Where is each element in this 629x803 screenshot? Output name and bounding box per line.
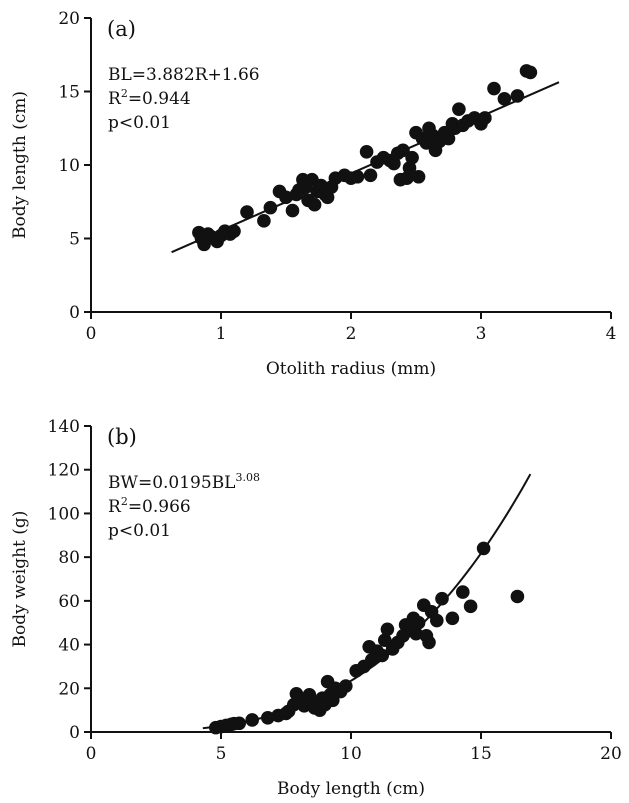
- r-squared-label: R2=0.966: [108, 495, 191, 517]
- x-tick-label: 15: [470, 744, 492, 764]
- data-point: [510, 89, 525, 103]
- x-tick-label: 4: [606, 324, 617, 344]
- data-point: [261, 710, 275, 725]
- y-tick-label: 60: [58, 592, 80, 612]
- x-tick-label: 20: [600, 744, 622, 764]
- data-point: [363, 168, 378, 183]
- y-tick-label: 80: [58, 548, 80, 568]
- y-tick-label: 0: [69, 303, 80, 323]
- fit-line: [171, 81, 560, 254]
- x-tick-label: 10: [340, 744, 362, 764]
- y-axis-label: Body weight (g): [10, 511, 30, 648]
- r-squared-symbol: R: [108, 89, 122, 109]
- panel-a: 0 1 2 3 4 0 5 10 15 20 Otolith radius (mm) Body len…: [10, 9, 616, 379]
- equation-label: BW=0.0195BL3.08: [108, 471, 260, 493]
- data-point: [232, 716, 246, 731]
- data-point: [227, 224, 241, 238]
- y-tick-label: 20: [58, 9, 80, 29]
- data-point: [245, 713, 259, 727]
- data-point: [350, 169, 365, 184]
- data-point: [402, 161, 417, 175]
- x-tick-label: 1: [216, 324, 227, 344]
- data-point: [445, 611, 460, 626]
- data-point: [409, 626, 423, 641]
- data-point: [411, 169, 426, 184]
- data-point: [387, 156, 401, 171]
- y-tick-label: 0: [69, 723, 80, 743]
- r-squared-value: =0.966: [128, 497, 191, 517]
- data-point: [441, 131, 456, 146]
- data-point: [307, 197, 322, 212]
- x-tick-label: 5: [216, 744, 227, 764]
- data-point: [405, 150, 419, 165]
- data-point: [430, 613, 444, 628]
- y-tick-label: 140: [48, 417, 80, 437]
- data-point: [375, 648, 390, 663]
- equation-base: BW=0.0195BL: [108, 473, 235, 493]
- data-point: [478, 111, 492, 125]
- p-value-label: p<0.01: [108, 113, 171, 133]
- data-point: [285, 203, 300, 218]
- data-point: [523, 65, 538, 80]
- r-squared-value: =0.944: [128, 89, 191, 109]
- data-point: [396, 143, 410, 158]
- fit-line: [202, 473, 532, 730]
- data-point: [497, 92, 512, 106]
- x-tick-label: 3: [476, 324, 487, 344]
- y-tick-label: 120: [48, 461, 80, 481]
- p-value-label: p<0.01: [108, 521, 171, 541]
- data-point: [422, 635, 436, 650]
- data-point: [378, 633, 392, 647]
- data-point: [411, 615, 426, 630]
- y-axis-label: Body length (cm): [10, 91, 30, 239]
- y-tick-label: 20: [58, 679, 80, 699]
- x-axis-label: Body length (cm): [277, 779, 425, 799]
- r-squared-label: R2=0.944: [108, 87, 191, 109]
- data-point: [326, 693, 340, 708]
- data-point: [263, 200, 278, 215]
- y-tick-label: 40: [58, 636, 80, 656]
- x-axis-label: Otolith radius (mm): [266, 359, 436, 379]
- data-point: [463, 599, 478, 614]
- data-point: [476, 541, 491, 556]
- r-squared-superscript: 2: [121, 87, 128, 100]
- data-point: [240, 205, 254, 219]
- data-point: [435, 591, 449, 606]
- data-point: [487, 81, 501, 96]
- r-squared-superscript: 2: [121, 495, 128, 508]
- equation-label: BL=3.882R+1.66: [108, 65, 260, 85]
- panel-b: 0 5 10 15 20 0 20 40 60 80 100 120 140 Body length (c…: [10, 417, 622, 799]
- x-tick-label: 0: [86, 744, 97, 764]
- data-point: [279, 190, 293, 205]
- data-point: [456, 585, 470, 599]
- equation-exponent: 3.08: [235, 471, 260, 484]
- y-tick-label: 100: [48, 504, 80, 524]
- data-point: [380, 622, 395, 637]
- data-point: [320, 190, 335, 205]
- y-tick-label: 15: [58, 83, 80, 103]
- data-point: [359, 144, 374, 159]
- y-tick-label: 10: [58, 156, 80, 176]
- x-tick-label: 2: [346, 324, 357, 344]
- x-tick-label: 0: [86, 324, 97, 344]
- data-point: [339, 679, 353, 693]
- r-squared-symbol: R: [108, 497, 122, 517]
- data-point: [510, 589, 525, 604]
- y-tick-label: 5: [69, 230, 80, 250]
- panel-label: (b): [107, 425, 137, 449]
- panel-label: (a): [107, 17, 136, 41]
- data-point: [257, 214, 271, 228]
- data-point: [452, 102, 466, 116]
- data-point: [400, 171, 414, 186]
